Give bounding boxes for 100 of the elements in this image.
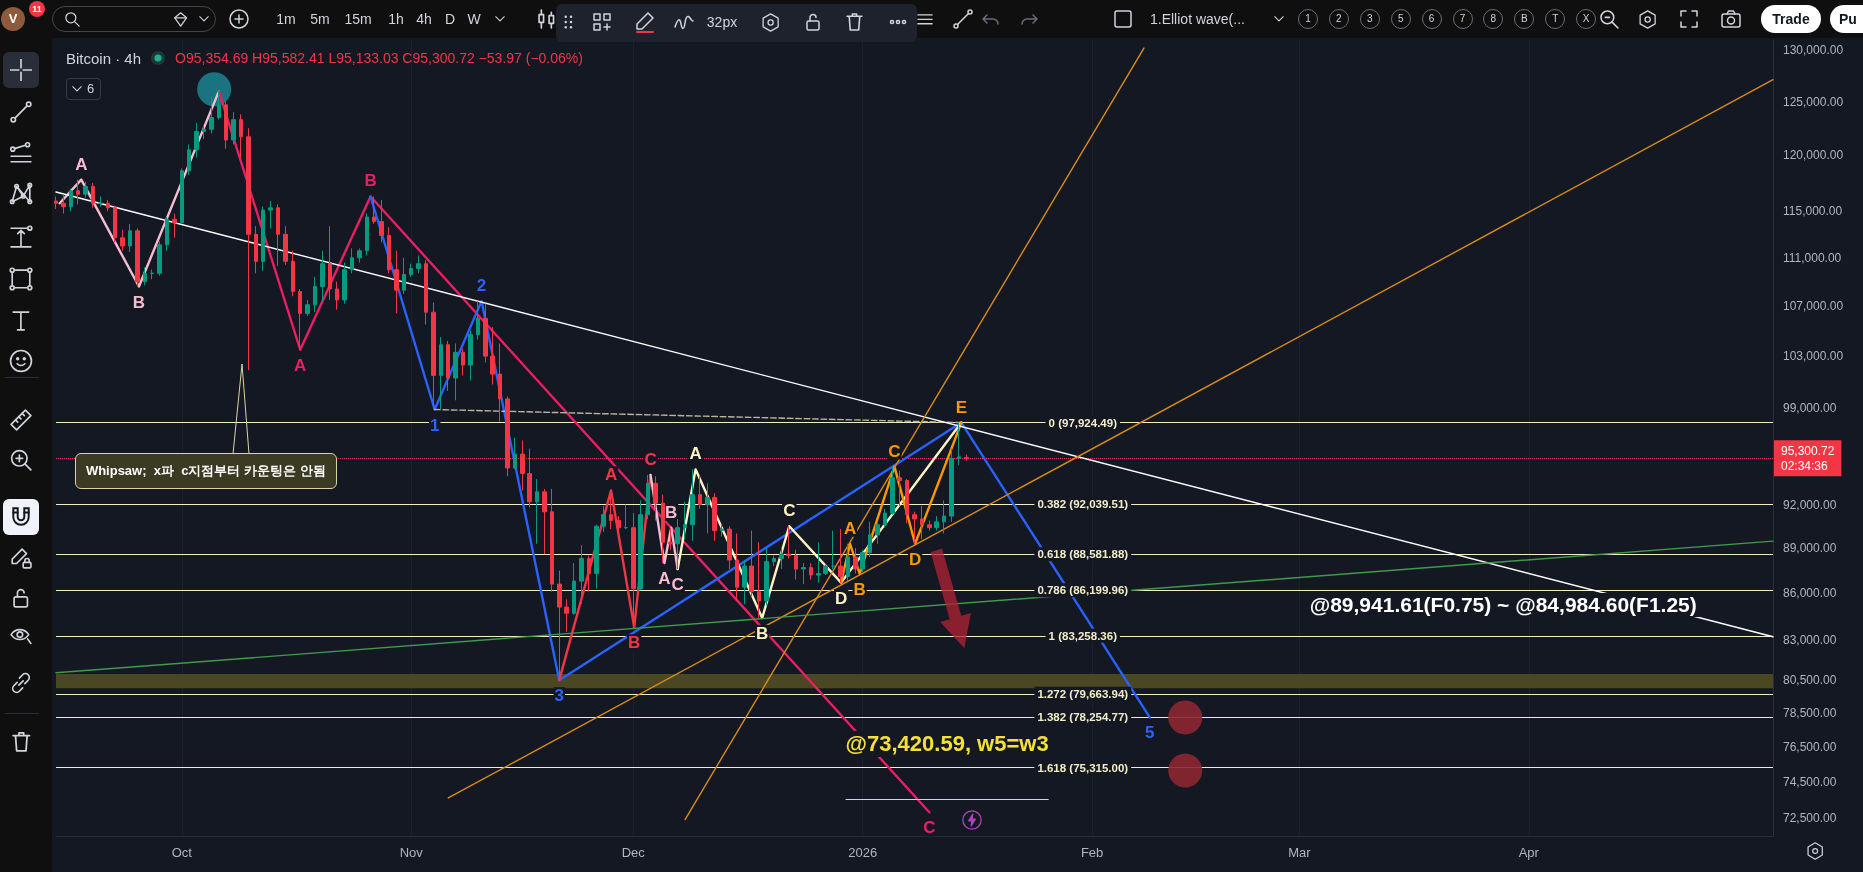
annotation: @73,420.59, w5=w3 <box>843 731 1051 758</box>
y-tick-label: 76,500.00 <box>1783 740 1837 755</box>
candlestick <box>453 342 458 401</box>
x-tick-label: Dec <box>621 845 646 860</box>
candlestick <box>927 519 932 532</box>
data-label: A <box>658 569 671 589</box>
ref-line-label: 1.272 (79,663.94) <box>1037 687 1129 700</box>
ref-line-label: 0.786 (86,199.96) <box>1037 584 1129 597</box>
candlestick <box>905 478 909 524</box>
candlestick <box>446 340 450 392</box>
candlestick <box>172 213 177 239</box>
candlestick <box>934 515 939 532</box>
candlestick <box>128 223 132 253</box>
candlestick <box>883 508 887 529</box>
data-label: B <box>364 171 377 191</box>
candlestick <box>165 216 169 252</box>
candlestick <box>727 525 732 570</box>
data-label: C <box>783 501 796 521</box>
candlestick <box>942 499 946 534</box>
data-label: C <box>923 818 936 838</box>
candlestick <box>801 562 806 585</box>
point <box>1168 700 1203 735</box>
data-label: B <box>628 633 641 653</box>
candlestick <box>594 524 599 590</box>
candlestick <box>912 511 917 545</box>
y-tick-label: 115,000.00 <box>1783 204 1843 219</box>
ref-line-label: 1.618 (75,315.00) <box>1037 761 1129 774</box>
annotation: @89,941.61(F0.75) ~ @84,984.60(F1.25) <box>1307 593 1699 618</box>
data-label: B <box>853 579 866 599</box>
candlestick <box>853 547 858 575</box>
data-label: A <box>843 518 857 538</box>
ref-line-label: 1.382 (78,254.77) <box>1037 711 1129 724</box>
candlestick <box>490 326 495 386</box>
candlestick <box>476 300 480 341</box>
text: W <box>467 11 481 27</box>
y-tick-label: 72,500.00 <box>1783 810 1837 825</box>
candlestick <box>690 468 695 542</box>
text: 15m <box>344 11 372 27</box>
candlestick <box>572 562 576 616</box>
y-tick-label: 80,500.00 <box>1783 673 1837 688</box>
candlestick <box>698 475 702 510</box>
candlestick <box>579 544 584 605</box>
candlestick <box>313 276 317 313</box>
annotation: Whipsaw; x파 c지점부터 카운팅은 안됨 <box>74 453 337 490</box>
candlestick <box>394 250 399 314</box>
text: 1.Elliot wave(... <box>1150 11 1245 27</box>
candlestick <box>461 347 465 376</box>
candlestick <box>320 250 325 302</box>
data-label: D <box>834 588 848 608</box>
candlestick <box>890 466 895 516</box>
candlestick <box>616 515 621 532</box>
button: Trade <box>1761 5 1821 33</box>
candlestick <box>498 342 502 423</box>
candlestick <box>860 549 865 573</box>
annotation: 2 <box>476 276 487 296</box>
badge: 11 <box>29 1 45 17</box>
candlestick <box>468 330 473 382</box>
text: 4h <box>416 11 432 27</box>
avatar: V <box>1 7 25 31</box>
candlestick <box>365 213 369 256</box>
text: 1m <box>276 11 296 27</box>
candlestick <box>305 299 310 317</box>
candlestick <box>831 530 835 570</box>
candlestick <box>180 168 184 225</box>
candlestick <box>268 200 273 230</box>
candlestick <box>749 530 754 597</box>
candlestick <box>298 288 302 351</box>
text: 5m <box>310 11 330 27</box>
candlestick <box>683 501 687 540</box>
candlestick <box>779 547 784 570</box>
candlestick <box>838 528 843 584</box>
y-tick-label: 92,000.00 <box>1783 497 1837 512</box>
candlestick <box>61 193 66 215</box>
candlestick <box>402 257 406 295</box>
candlestick <box>550 488 554 593</box>
ref-line-label: 95,300.72 02:34:36 <box>1781 443 1835 473</box>
candlestick <box>409 263 413 278</box>
text: 32px <box>706 14 738 30</box>
x-tick-label: Feb <box>1080 845 1104 860</box>
candlestick <box>646 474 650 520</box>
candlestick <box>742 559 747 605</box>
y-tick-label: 78,500.00 <box>1783 706 1837 721</box>
candlestick <box>246 127 251 371</box>
candlestick <box>416 254 421 274</box>
candlestick <box>113 205 117 243</box>
text: 1h <box>388 11 404 27</box>
candlestick <box>868 521 872 558</box>
candlestick <box>735 532 739 602</box>
candlestick <box>794 549 798 581</box>
candlestick <box>720 524 724 537</box>
candlestick <box>357 247 362 264</box>
ref-line-label: 1 (83,258.36) <box>1048 629 1118 642</box>
candlestick <box>83 181 88 199</box>
candlestick <box>638 499 643 591</box>
y-tick-label: 99,000.00 <box>1783 401 1837 416</box>
annotation: 3 <box>554 686 564 706</box>
x-tick-label: Nov <box>399 845 424 860</box>
data-label: C <box>671 575 684 595</box>
candlestick <box>897 470 902 507</box>
candlestick <box>239 113 243 160</box>
